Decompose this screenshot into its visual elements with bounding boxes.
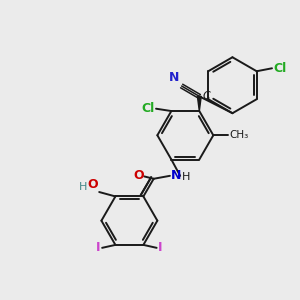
Polygon shape xyxy=(197,96,201,111)
Text: H: H xyxy=(182,172,190,182)
Text: O: O xyxy=(133,169,144,182)
Text: Cl: Cl xyxy=(141,102,154,115)
Text: N: N xyxy=(169,71,179,84)
Text: H: H xyxy=(79,182,87,192)
Text: I: I xyxy=(96,241,101,254)
Text: O: O xyxy=(87,178,98,190)
Text: CH₃: CH₃ xyxy=(230,130,249,140)
Text: C: C xyxy=(203,91,211,101)
Text: I: I xyxy=(158,241,163,254)
Text: Cl: Cl xyxy=(274,62,287,75)
Text: N: N xyxy=(171,169,181,182)
